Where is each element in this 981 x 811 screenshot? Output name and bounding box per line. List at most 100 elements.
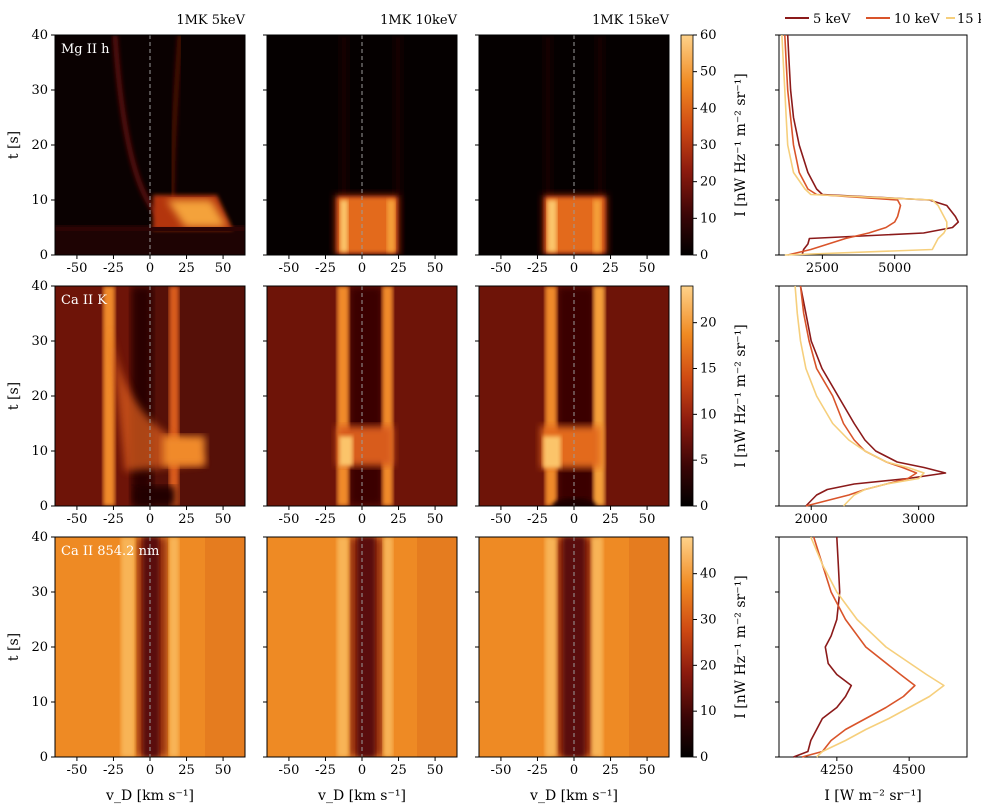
x-tick-label: -25 [315,512,336,527]
y-tick-label: 20 [31,138,48,153]
colorbar-tick-label: 30 [700,138,717,153]
x-tick-label: 25 [178,763,195,778]
legend-label-10kev: 10 keV [894,12,940,27]
x-tick-label: 50 [427,512,444,527]
series-line-10-kev [801,536,916,758]
xlabel-5kev: v_D [km s⁻¹] [105,788,194,804]
colorbar-tick-label: 40 [700,567,717,582]
x-tick-label: -50 [490,512,511,527]
series-line-10-kev [784,34,902,256]
legend-label-15kev: 15 keV [957,12,981,27]
x-tick-label: 25 [178,512,195,527]
x-tick-label: 50 [215,763,232,778]
heatmap-ca-k-5kev: Ca II K [54,285,246,507]
x-tick-label: -25 [527,512,548,527]
x-tick-label: 4250 [820,763,853,778]
colorbar-tick-label: 30 [700,613,717,628]
colorbar-tick-label: 20 [700,658,717,673]
y-tick-label: 0 [40,750,48,765]
ylabel-mg: t [s] [6,131,22,159]
x-tick-label: -50 [278,512,299,527]
series-line-15-kev [781,34,948,256]
x-tick-label: -50 [66,261,87,276]
y-tick-label: 20 [31,640,48,655]
colorbar-tick-label: 15 [700,362,717,377]
x-tick-label: 0 [146,512,154,527]
heatmap-ca-ir-10kev [266,536,458,758]
y-tick-label: 10 [31,444,48,459]
x-tick-label: -50 [66,763,87,778]
series-line-10-kev [799,285,918,507]
x-tick-label: 0 [570,512,578,527]
colorbar-tick-label: 20 [700,175,717,190]
series-line-5-kev [793,536,853,758]
xlabel-10kev: v_D [km s⁻¹] [317,788,406,804]
x-tick-label: -50 [490,763,511,778]
x-tick-label: 25 [390,763,407,778]
y-tick-label: 30 [31,334,48,349]
colorbar-tick-label: 50 [700,65,717,80]
x-tick-label: 25 [390,261,407,276]
y-tick-label: 40 [31,28,48,43]
x-tick-label: 0 [358,763,366,778]
x-tick-label: 25 [602,512,619,527]
x-tick-label: 25 [178,261,195,276]
ylabel-ca-ir: t [s] [6,633,22,661]
x-tick-label: 2000 [795,512,828,527]
x-tick-label: -50 [490,261,511,276]
colorbar-tick-label: 10 [700,704,717,719]
x-tick-label: 0 [358,261,366,276]
legend: 5 keV 10 keV 15 keV [785,12,981,27]
x-tick-label: 25 [602,261,619,276]
col-title-5kev: 1MK 5keV [176,13,245,28]
series-line-15-kev [794,285,925,507]
colorbar-ca-ir [680,536,694,758]
x-tick-label: 0 [358,512,366,527]
colorbar-tick-label: 10 [700,211,717,226]
heatmap-mg-15kev [478,34,670,256]
y-tick-label: 40 [31,279,48,294]
colorbar-mg [680,34,694,256]
colorbar-label-ca-k: I [nW Hz⁻¹ m⁻² sr⁻¹] [733,324,749,467]
colorbar-tick-label: 0 [700,499,708,514]
y-tick-label: 0 [40,499,48,514]
lines-layer [781,34,960,758]
col-title-10kev: 1MK 10keV [380,13,458,28]
legend-label-5kev: 5 keV [813,12,851,27]
colorbar-tick-label: 5 [700,453,708,468]
heatmap-ca-ir-5kev: Ca II 854.2 nm [54,536,246,758]
heatmap-ca-k-10kev [266,285,458,507]
profile-frame-mg [778,34,968,256]
colorbar-label-ca-ir: I [nW Hz⁻¹ m⁻² sr⁻¹] [733,575,749,718]
x-tick-label: -25 [103,261,124,276]
colorbar-tick-label: 0 [700,750,708,765]
row-label-ca-ir: Ca II 854.2 nm [61,544,159,559]
x-tick-label: -25 [103,763,124,778]
x-tick-label: 50 [639,261,656,276]
heatmap-ca-k-15kev [478,285,670,507]
colorbar-tick-label: 40 [700,101,717,116]
row-label-mg: Mg II h [61,42,110,57]
x-tick-label: -25 [527,763,548,778]
x-tick-label: -25 [315,763,336,778]
x-tick-label: -50 [66,512,87,527]
x-tick-label: -25 [103,512,124,527]
heatmap-ca-ir-15kev [478,536,670,758]
profile-frame-ca-ir [778,536,968,758]
y-tick-label: 20 [31,389,48,404]
x-tick-label: 50 [215,512,232,527]
colorbar-label-mg: I [nW Hz⁻¹ m⁻² sr⁻¹] [733,73,749,216]
series-line-15-kev [810,536,945,758]
ylabel-ca-k: t [s] [6,382,22,410]
x-tick-label: 5000 [878,261,911,276]
x-tick-label: -25 [527,261,548,276]
x-tick-label: 50 [427,763,444,778]
series-line-5-kev [786,34,960,256]
colorbar-tick-label: 10 [700,407,717,422]
y-tick-label: 0 [40,248,48,263]
colorbar-tick-label: 0 [700,248,708,263]
x-tick-label: 50 [639,512,656,527]
heatmap-mg-5kev: Mg II h [54,34,246,256]
x-tick-label: 50 [427,261,444,276]
